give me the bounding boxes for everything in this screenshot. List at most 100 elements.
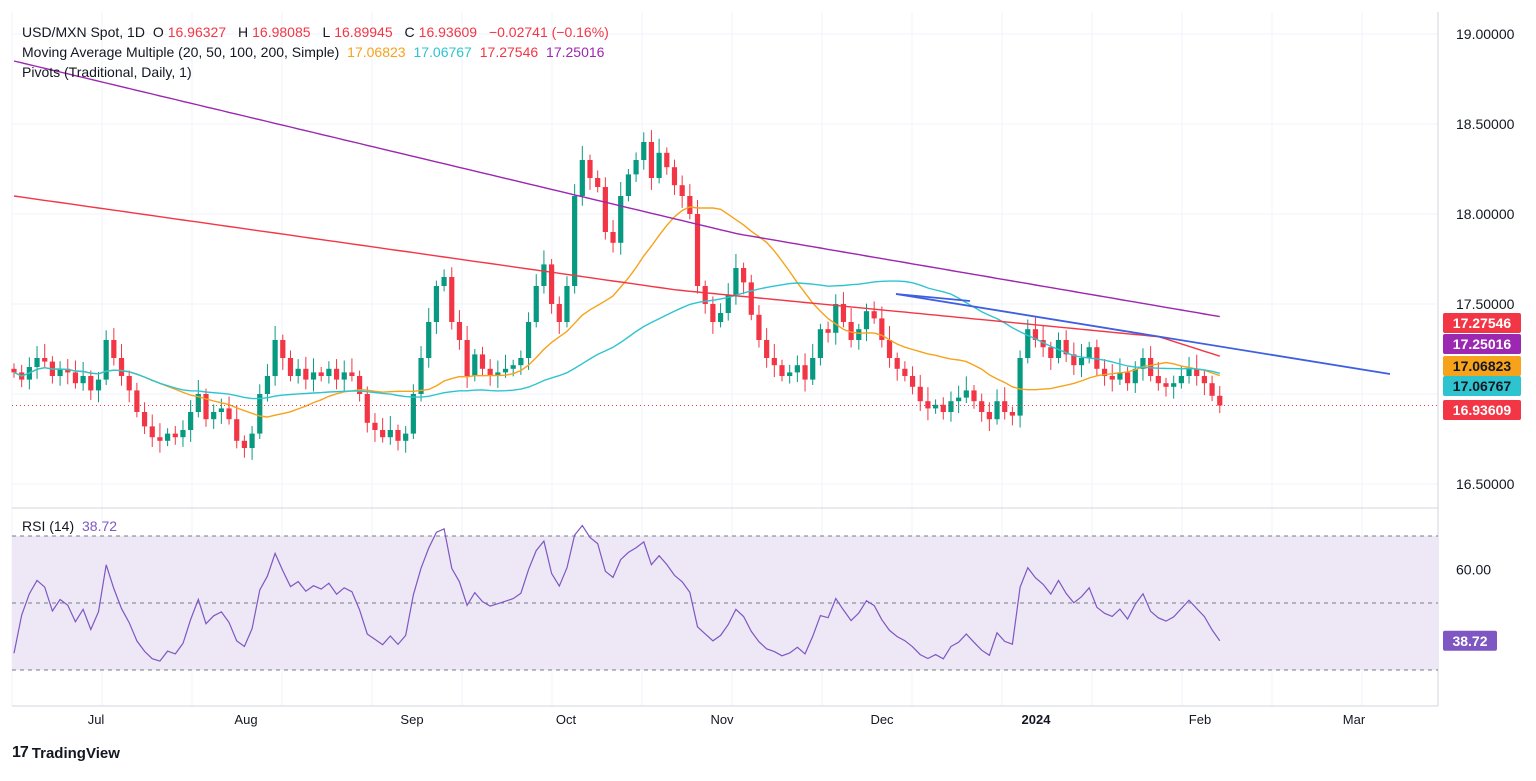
time-axis-tick-label: Sep bbox=[400, 712, 423, 727]
legend-high-value: 16.98085 bbox=[252, 24, 311, 40]
candle-body bbox=[456, 322, 463, 340]
candle-body bbox=[717, 313, 724, 322]
candle-body bbox=[1155, 376, 1161, 384]
candle-body bbox=[372, 422, 378, 430]
candle-body bbox=[679, 185, 685, 196]
candle-body bbox=[541, 264, 547, 286]
candle-body bbox=[287, 358, 294, 376]
candle-body bbox=[925, 401, 931, 409]
candle-body bbox=[357, 376, 363, 394]
candle-body bbox=[1109, 376, 1115, 380]
candle-body bbox=[733, 268, 739, 295]
ma20-line bbox=[13, 206, 1221, 418]
candle-body bbox=[57, 368, 63, 376]
legend-rsi-value: 38.72 bbox=[82, 518, 118, 534]
candle-body bbox=[111, 340, 117, 358]
legend-ma: Moving Average Multiple (20, 50, 100, 20… bbox=[22, 42, 608, 62]
candle-body bbox=[579, 160, 585, 196]
price-badge-bg bbox=[1443, 376, 1521, 396]
candle-body bbox=[556, 304, 562, 322]
candle-body bbox=[272, 340, 278, 376]
time-axis-tick-label: 2024 bbox=[1022, 712, 1052, 727]
legend-high-label: H bbox=[238, 24, 249, 40]
tradingview-logo[interactable]: 17 TradingView bbox=[12, 744, 120, 762]
candle-body bbox=[917, 386, 923, 402]
price-badge-value: 17.06823 bbox=[1453, 358, 1512, 374]
candle-body bbox=[794, 365, 800, 373]
candle-body bbox=[1002, 401, 1008, 412]
candle-body bbox=[802, 365, 808, 380]
candle-body bbox=[241, 440, 247, 448]
candle-body bbox=[234, 419, 240, 441]
candle-body bbox=[341, 372, 347, 380]
candle-body bbox=[149, 426, 155, 438]
candle-body bbox=[833, 304, 839, 333]
candle-body bbox=[441, 277, 447, 286]
candle-body bbox=[1171, 383, 1177, 387]
candle-body bbox=[172, 433, 178, 438]
legend-change: −0.02741 (−0.16%) bbox=[488, 24, 609, 40]
candle-body bbox=[387, 430, 393, 438]
legend-open-label: O bbox=[152, 24, 164, 40]
candle-body bbox=[65, 368, 71, 373]
legend-open: O 16.96327 bbox=[153, 24, 230, 40]
tradingview-logo-icon: 17 bbox=[12, 744, 29, 761]
price-badge-bg bbox=[1443, 313, 1521, 333]
candle-body bbox=[810, 358, 816, 380]
legend-ma20-value: 17.06823 bbox=[347, 44, 406, 60]
candle-body bbox=[510, 365, 516, 369]
candle-body bbox=[1017, 358, 1023, 416]
candle-body bbox=[625, 174, 631, 196]
candle-body bbox=[648, 142, 655, 178]
legend-close-label: C bbox=[404, 24, 415, 40]
candle-body bbox=[533, 286, 539, 322]
candle-body bbox=[871, 311, 877, 319]
price-badge-ma200: 17.25016 bbox=[1443, 334, 1521, 354]
time-axis-tick-label: Mar bbox=[1343, 712, 1366, 727]
rsi-axis-tick-label: 60.00 bbox=[1456, 562, 1491, 578]
price-axis-tick-label: 16.50000 bbox=[1456, 476, 1515, 492]
rsi-badge-bg bbox=[1443, 630, 1497, 651]
candle-body bbox=[403, 433, 409, 441]
time-axis-tick-label: Nov bbox=[710, 712, 734, 727]
candle-body bbox=[886, 340, 893, 358]
candle-body bbox=[771, 358, 777, 366]
candle-body bbox=[88, 376, 94, 391]
candle-body bbox=[211, 412, 217, 420]
candle-body bbox=[249, 433, 255, 448]
candle-body bbox=[1078, 358, 1085, 366]
candle-body bbox=[702, 286, 708, 304]
candle-body bbox=[1132, 368, 1138, 384]
candle-body bbox=[764, 340, 770, 358]
candle-body bbox=[34, 358, 40, 367]
candle-body bbox=[479, 354, 486, 369]
rsi-badge-value: 38.72 bbox=[1452, 633, 1487, 649]
tradingview-logo-text: TradingView bbox=[31, 744, 120, 762]
legend-low-value: 16.89945 bbox=[334, 24, 393, 40]
rsi-line bbox=[13, 524, 1221, 662]
legend-ma100-value: 17.27546 bbox=[479, 44, 539, 60]
candle-body bbox=[464, 340, 470, 376]
trendline-short bbox=[895, 293, 971, 302]
candle-body bbox=[1125, 372, 1131, 384]
candle-body bbox=[295, 368, 301, 376]
candle-body bbox=[641, 142, 647, 160]
candle-body bbox=[549, 264, 555, 304]
candle-body bbox=[449, 277, 455, 322]
ma200-line bbox=[13, 60, 1220, 318]
candle-body bbox=[1209, 383, 1215, 396]
legend-ohlc: USD/MXN Spot, 1D O 16.96327 H 16.98085 L 16… bbox=[22, 22, 613, 42]
candle-body bbox=[126, 376, 132, 391]
candle-body bbox=[326, 368, 332, 376]
candle-body bbox=[1048, 347, 1054, 358]
candle-body bbox=[502, 368, 509, 373]
price-badge-price: 16.93609 bbox=[1443, 400, 1521, 420]
candle-body bbox=[572, 196, 578, 286]
candle-body bbox=[633, 160, 639, 175]
candle-body bbox=[956, 397, 962, 402]
candle-body bbox=[410, 394, 416, 434]
legend-high: H 16.98085 bbox=[238, 24, 315, 40]
candle-body bbox=[72, 372, 79, 384]
ma100-line bbox=[13, 195, 1221, 357]
